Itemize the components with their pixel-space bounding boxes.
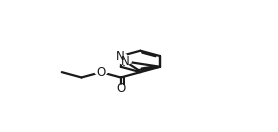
Text: N: N bbox=[121, 55, 130, 68]
Circle shape bbox=[115, 53, 127, 59]
Circle shape bbox=[115, 85, 127, 91]
Text: N: N bbox=[116, 50, 125, 63]
Text: O: O bbox=[96, 66, 106, 79]
Text: O: O bbox=[116, 82, 125, 95]
Circle shape bbox=[119, 59, 131, 64]
Circle shape bbox=[95, 69, 107, 75]
